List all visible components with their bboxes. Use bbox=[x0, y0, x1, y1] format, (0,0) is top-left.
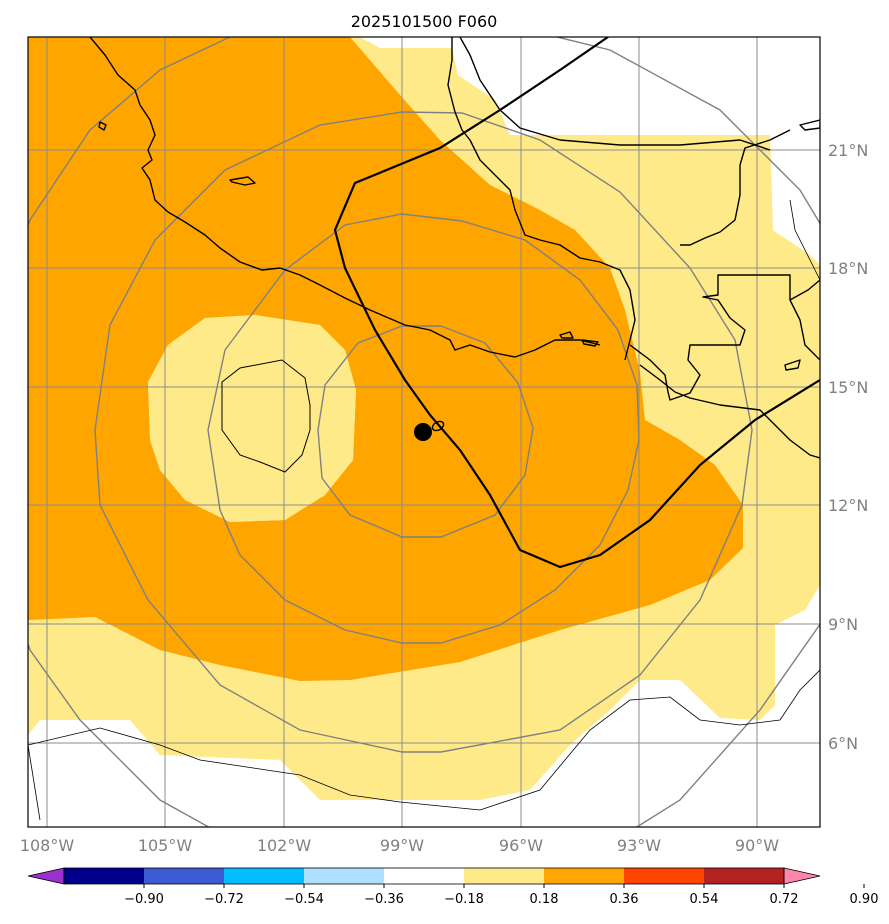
colorbar-segment bbox=[544, 868, 624, 884]
range-ring-1 bbox=[317, 325, 534, 538]
range-ring-2 bbox=[207, 213, 640, 644]
colorbar-segment bbox=[704, 868, 784, 884]
colorbar-ticks: −0.90 −0.72 −0.54 −0.36 −0.18 0.18 0.36 0.54 0.7… bbox=[124, 884, 878, 907]
shade-orange bbox=[28, 37, 743, 681]
colorbar-segment bbox=[144, 868, 224, 884]
colorbar-segments bbox=[27, 867, 821, 885]
lon-label: 99°W bbox=[380, 836, 424, 855]
colorbar-segment bbox=[384, 868, 464, 884]
colorbar-segment bbox=[464, 868, 544, 884]
colorbar-outline bbox=[63, 867, 785, 885]
honduras-coast bbox=[789, 299, 820, 361]
yucatan-east bbox=[680, 129, 791, 246]
lon-label: 93°W bbox=[617, 836, 661, 855]
range-ring-3 bbox=[94, 111, 753, 753]
colorbar-tick-label: −0.90 bbox=[124, 892, 164, 907]
shade-inner-yellow bbox=[148, 315, 356, 522]
colorbar-tick-label: −0.54 bbox=[284, 892, 324, 907]
lat-label: 18°N bbox=[828, 259, 868, 278]
colorbar-segment bbox=[224, 868, 304, 884]
colorbar-extend-max bbox=[783, 867, 821, 885]
colorbar-segment bbox=[64, 868, 144, 884]
colorbar-tick-label: −0.18 bbox=[444, 892, 484, 907]
yucatan-coast bbox=[459, 37, 771, 151]
guatemala-border bbox=[629, 274, 820, 401]
longitude-labels: 108°W 105°W 102°W 99°W 96°W 93°W 90°W bbox=[20, 836, 779, 855]
colorbar-segment bbox=[304, 868, 384, 884]
colorbar-segment bbox=[624, 868, 704, 884]
colorbar-tick-label: 0.72 bbox=[770, 892, 799, 907]
small-island-3 bbox=[559, 331, 574, 339]
lon-label: 96°W bbox=[499, 836, 543, 855]
colorbar-tick-label: −0.72 bbox=[204, 892, 244, 907]
lon-label: 108°W bbox=[20, 836, 75, 855]
lat-label: 21°N bbox=[828, 141, 868, 160]
colorbar-tick-label: −0.36 bbox=[364, 892, 404, 907]
lon-label: 90°W bbox=[735, 836, 779, 855]
range-ring-4 bbox=[28, 37, 820, 827]
central-america-coast bbox=[639, 364, 820, 459]
latitude-labels: 21°N 18°N 15°N 12°N 9°N 6°N bbox=[828, 141, 868, 753]
center-contour bbox=[221, 359, 311, 473]
storm-track bbox=[333, 37, 820, 569]
mexico-gulf-coast bbox=[447, 37, 636, 361]
range-rings bbox=[28, 37, 820, 827]
domain-boundary bbox=[28, 199, 820, 821]
map-area bbox=[28, 37, 820, 827]
mexico-pacific-coast bbox=[89, 37, 601, 358]
lon-label: 102°W bbox=[257, 836, 312, 855]
small-island-4 bbox=[581, 339, 599, 347]
lat-label: 15°N bbox=[828, 378, 868, 397]
lon-label: 105°W bbox=[138, 836, 193, 855]
plot-title: 2025101500 F060 bbox=[351, 12, 498, 31]
colorbar-tick-label: 0.54 bbox=[690, 892, 719, 907]
colorbar-tick-label: 0.90 bbox=[850, 892, 879, 907]
small-cell-marker bbox=[431, 420, 445, 432]
colorbar: −0.90 −0.72 −0.54 −0.36 −0.18 0.18 0.36 0.54 0.7… bbox=[27, 867, 878, 907]
cuba-east bbox=[799, 119, 820, 131]
colorbar-tick-label: 0.18 bbox=[530, 892, 559, 907]
colorbar-extend-min bbox=[27, 867, 65, 885]
storm-center-marker bbox=[414, 423, 432, 441]
lat-label: 6°N bbox=[828, 734, 858, 753]
small-island-2 bbox=[229, 176, 256, 186]
colorbar-tick-label: 0.36 bbox=[610, 892, 639, 907]
coastlines bbox=[89, 37, 820, 459]
small-island-1 bbox=[98, 121, 107, 131]
lat-label: 12°N bbox=[828, 496, 868, 515]
map-frame bbox=[27, 36, 821, 828]
bay-island bbox=[784, 359, 801, 371]
lat-label: 9°N bbox=[828, 615, 858, 634]
